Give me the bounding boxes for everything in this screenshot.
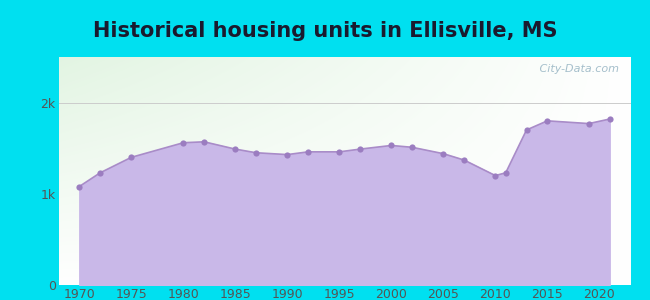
Point (74, 184, 85, 189)
Point (355, 147, 365, 152)
Point (334, 149, 345, 154)
Point (386, 143, 396, 148)
Point (542, 118, 552, 123)
Point (521, 128, 532, 132)
Point (178, 140, 188, 145)
Point (126, 155, 136, 160)
Point (490, 173, 501, 178)
Point (303, 149, 313, 154)
Point (407, 145, 417, 150)
Point (438, 151, 448, 156)
Text: Historical housing units in Ellisville, MS: Historical housing units in Ellisville, … (93, 21, 557, 41)
Point (604, 117, 615, 122)
Point (459, 158, 469, 163)
Point (251, 150, 261, 155)
Point (199, 140, 209, 144)
Point (500, 170, 511, 175)
Text: City-Data.com: City-Data.com (536, 64, 619, 74)
Point (230, 147, 240, 152)
Point (95, 170, 105, 175)
Point (584, 121, 594, 126)
Point (282, 152, 293, 157)
